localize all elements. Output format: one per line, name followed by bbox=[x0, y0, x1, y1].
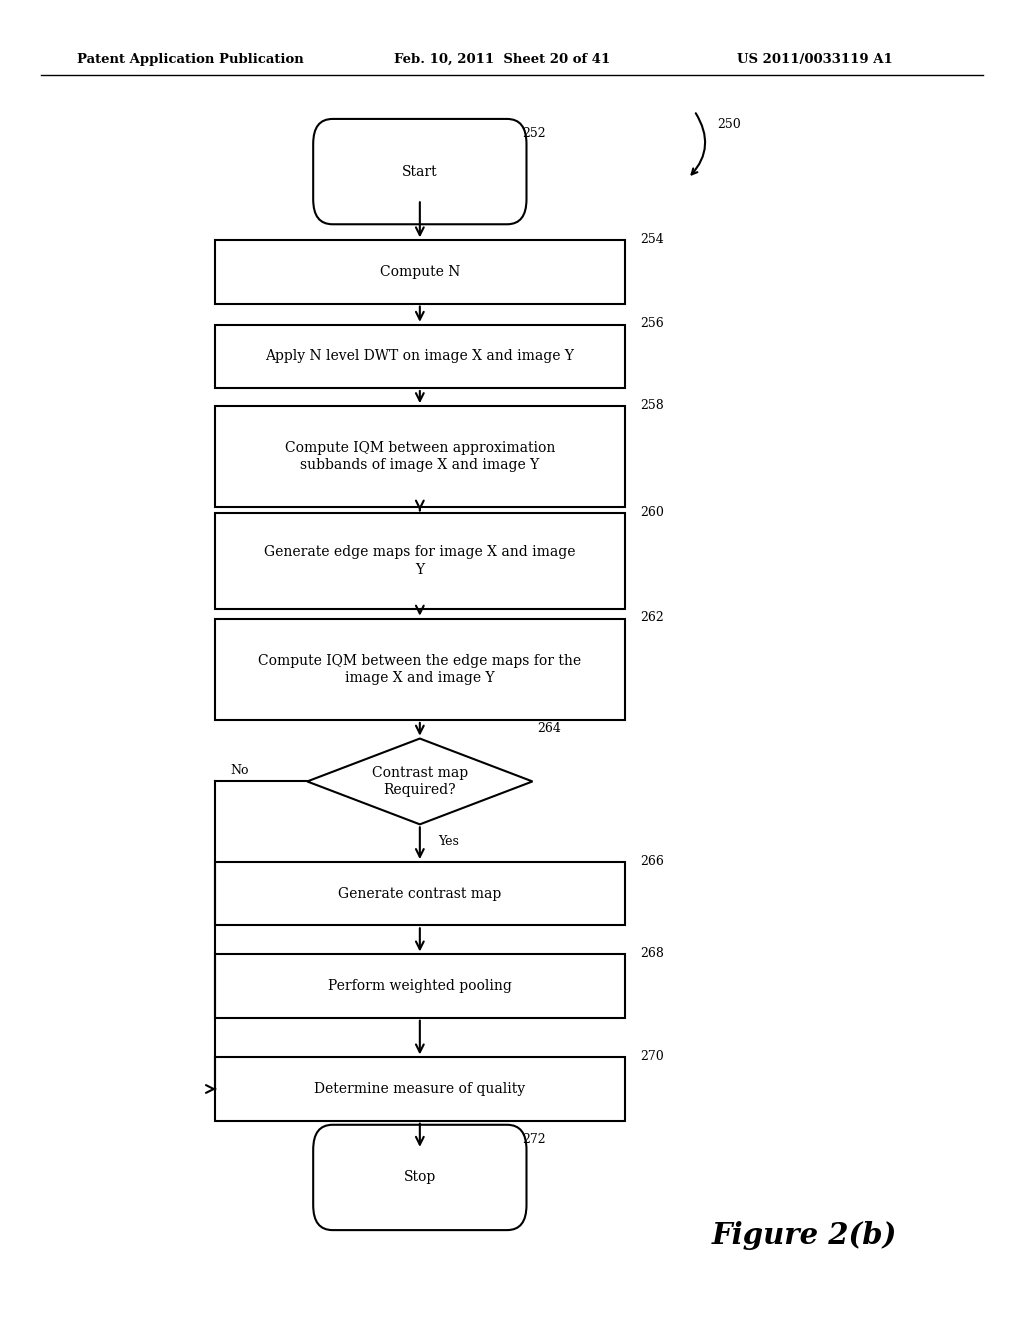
Bar bbox=[215, 325, 625, 388]
Text: 254: 254 bbox=[640, 232, 664, 246]
Text: Contrast map
Required?: Contrast map Required? bbox=[372, 766, 468, 797]
Bar bbox=[215, 862, 625, 925]
Bar bbox=[215, 240, 625, 304]
Text: Generate contrast map: Generate contrast map bbox=[338, 887, 502, 900]
Polygon shape bbox=[307, 739, 532, 824]
Text: 260: 260 bbox=[640, 506, 664, 519]
Text: Yes: Yes bbox=[438, 836, 459, 849]
Text: 258: 258 bbox=[640, 399, 664, 412]
Text: 272: 272 bbox=[522, 1133, 546, 1146]
Bar bbox=[215, 619, 625, 719]
Text: Stop: Stop bbox=[403, 1171, 436, 1184]
FancyBboxPatch shape bbox=[313, 119, 526, 224]
Text: Perform weighted pooling: Perform weighted pooling bbox=[328, 979, 512, 993]
Text: 256: 256 bbox=[640, 317, 664, 330]
Text: Patent Application Publication: Patent Application Publication bbox=[77, 53, 303, 66]
Text: 262: 262 bbox=[640, 611, 664, 624]
Text: Start: Start bbox=[402, 165, 437, 178]
Text: US 2011/0033119 A1: US 2011/0033119 A1 bbox=[737, 53, 893, 66]
Text: No: No bbox=[230, 763, 249, 776]
Bar bbox=[215, 1057, 625, 1121]
Text: Feb. 10, 2011  Sheet 20 of 41: Feb. 10, 2011 Sheet 20 of 41 bbox=[394, 53, 610, 66]
Text: Apply N level DWT on image X and image Y: Apply N level DWT on image X and image Y bbox=[265, 350, 574, 363]
Text: 270: 270 bbox=[640, 1049, 664, 1063]
Text: Generate edge maps for image X and image
Y: Generate edge maps for image X and image… bbox=[264, 545, 575, 577]
Text: 264: 264 bbox=[538, 722, 561, 735]
Bar bbox=[215, 954, 625, 1018]
Text: 266: 266 bbox=[640, 854, 664, 867]
Text: 252: 252 bbox=[522, 127, 546, 140]
Bar bbox=[215, 407, 625, 507]
Text: Compute IQM between approximation
subbands of image X and image Y: Compute IQM between approximation subban… bbox=[285, 441, 555, 473]
Text: Compute N: Compute N bbox=[380, 265, 460, 279]
Text: 268: 268 bbox=[640, 946, 664, 960]
Text: 250: 250 bbox=[717, 117, 740, 131]
FancyBboxPatch shape bbox=[313, 1125, 526, 1230]
Text: Figure 2(b): Figure 2(b) bbox=[712, 1221, 897, 1250]
Text: Compute IQM between the edge maps for the
image X and image Y: Compute IQM between the edge maps for th… bbox=[258, 653, 582, 685]
Bar bbox=[215, 513, 625, 609]
Text: Determine measure of quality: Determine measure of quality bbox=[314, 1082, 525, 1096]
